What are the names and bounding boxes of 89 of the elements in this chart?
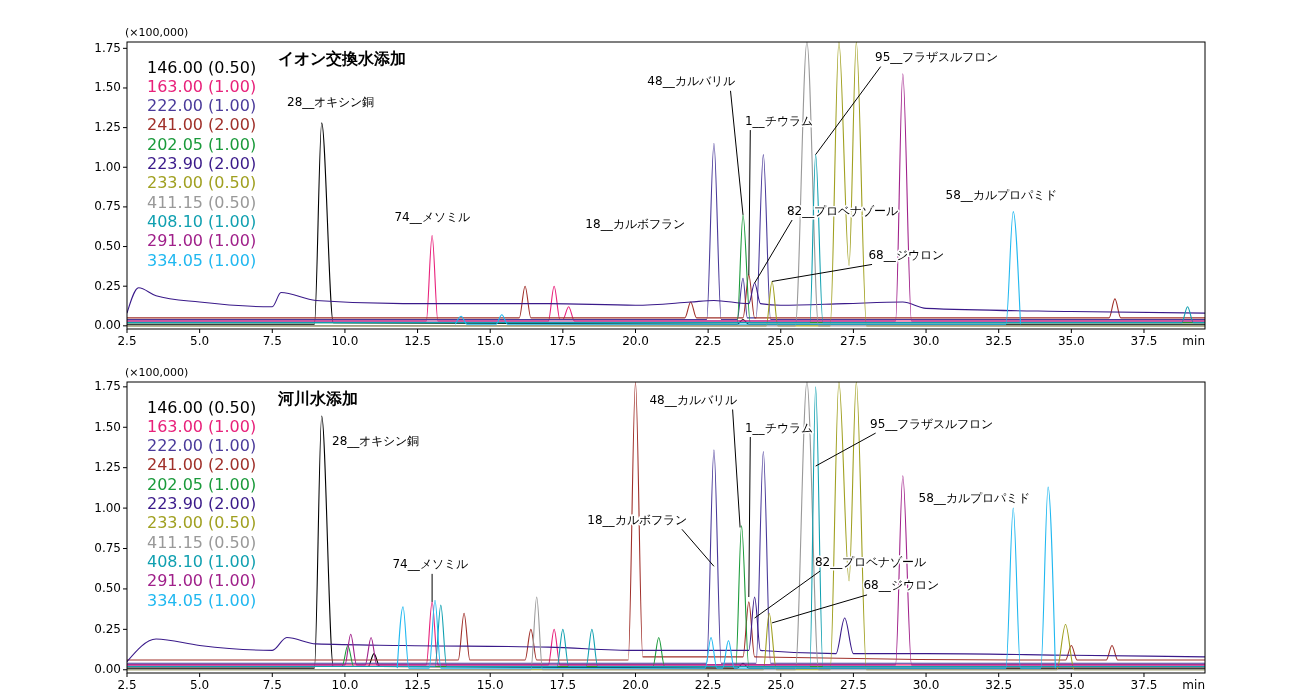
x-tick-label: 22.5 [694,334,722,348]
x-tick-label: 12.5 [404,678,431,692]
annotation: 68__ジウロン [868,247,944,262]
text: 334.05 (1.00) [147,590,257,610]
x-tick-label: 17.5 [549,678,577,692]
y-tick-label: 0.25 [94,621,121,636]
x-tick-label: 32.5 [985,334,1013,348]
x-tick-label: 7.5 [262,334,282,348]
text: 408.10 (1.00) [147,551,257,571]
x-tick-label: 17.5 [549,334,577,348]
annotation: 18__カルボフラン [587,512,687,527]
text: 241.00 (2.00) [147,115,257,135]
text: 233.00 (0.50) [147,513,257,533]
x-tick-label: 10.0 [331,678,359,692]
annotation: 1__チウラム [744,420,813,435]
text: 334.05 (1.00) [147,250,257,270]
text: 163.00 (1.00) [147,76,257,96]
x-tick-label: 37.5 [1130,334,1158,348]
x-tick-label: 30.0 [912,678,940,692]
annotation: 48__カルバリル [649,393,737,407]
annotation: 58__カルプロパミド [945,188,1057,203]
y-tick-label: 1.50 [94,80,121,95]
x-tick-label: 27.5 [840,678,867,692]
x-tick-label: 10.0 [331,334,359,348]
x-tick-label: 2.5 [117,678,137,692]
x-tick-label: 12.5 [404,334,431,348]
y-tick-label: 1.00 [94,500,121,515]
x-tick-label: 15.0 [476,678,504,692]
x-axis-title: min [1182,334,1205,348]
x-axis-title: min [1182,678,1205,692]
text: 223.90 (2.00) [147,494,257,513]
text: 291.00 (1.00) [147,231,257,251]
x-tick-label: 2.5 [117,334,137,348]
text: 241.00 (2.00) [147,455,257,475]
text: 222.00 (1.00) [147,96,257,116]
annotation: 1__チウラム [744,113,813,128]
y-tick-label: 1.25 [94,460,121,475]
text: 202.05 (1.00) [147,474,257,494]
x-tick-label: 37.5 [1130,678,1158,692]
annotation: 74__メソミル [392,557,468,572]
x-tick-label: 25.0 [767,678,795,692]
text: 222.00 (1.00) [147,436,257,456]
annotation: 28__オキシン銅 [287,95,375,110]
x-tick-label: 25.0 [767,334,795,348]
y-tick-label: 1.50 [94,419,121,434]
text: 163.00 (1.00) [147,416,257,436]
annotation: 95__フラザスルフロン [870,416,994,431]
annotation: 18__カルボフラン [585,216,685,231]
x-tick-label: 5.0 [190,334,210,348]
text: 146.00 (0.50) [147,57,257,77]
text: 411.15 (0.50) [147,532,257,552]
annotation: 74__メソミル [394,209,470,224]
x-tick-label: 35.0 [1057,678,1085,692]
text: 河川水添加 [277,389,358,408]
text: 411.15 (0.50) [147,192,257,212]
y-tick-label: 0.00 [94,662,121,677]
x-tick-label: 5.0 [190,678,210,692]
x-tick-label: 20.0 [622,334,649,348]
y-tick-label: 0.50 [94,581,121,596]
y-tick-label: 0.50 [94,239,121,254]
y-tick-label: 0.75 [94,199,121,214]
x-tick-label: 30.0 [912,334,940,348]
y-axis-title: (×100,000) [125,366,189,379]
annotation: 28__オキシン銅 [332,434,420,449]
text: イオン交換水添加 [278,49,406,68]
text: 291.00 (1.00) [147,571,257,591]
text: 233.00 (0.50) [147,173,257,193]
x-tick-label: 32.5 [985,678,1013,692]
annotation: 95__フラザスルフロン [875,50,999,65]
text: 202.05 (1.00) [147,134,257,154]
x-tick-label: 35.0 [1057,334,1085,348]
text: 146.00 (0.50) [147,397,257,417]
annotation: 48__カルバリル [647,74,735,89]
annotation: 58__カルプロパミド [918,490,1030,505]
text: 223.90 (2.00) [147,154,257,173]
y-tick-label: 1.00 [94,159,121,174]
y-axis-title: (×100,000) [125,26,189,39]
x-tick-label: 15.0 [476,334,504,348]
y-tick-label: 0.25 [94,278,121,293]
x-tick-label: 22.5 [694,678,722,692]
x-tick-label: 20.0 [622,678,649,692]
y-tick-label: 1.75 [94,379,121,394]
y-tick-label: 0.75 [94,541,121,556]
y-tick-label: 0.00 [94,318,121,333]
x-tick-label: 7.5 [262,678,282,692]
x-tick-label: 27.5 [840,334,867,348]
y-tick-label: 1.75 [94,40,121,55]
y-tick-label: 1.25 [94,120,121,135]
text: 408.10 (1.00) [147,211,257,231]
